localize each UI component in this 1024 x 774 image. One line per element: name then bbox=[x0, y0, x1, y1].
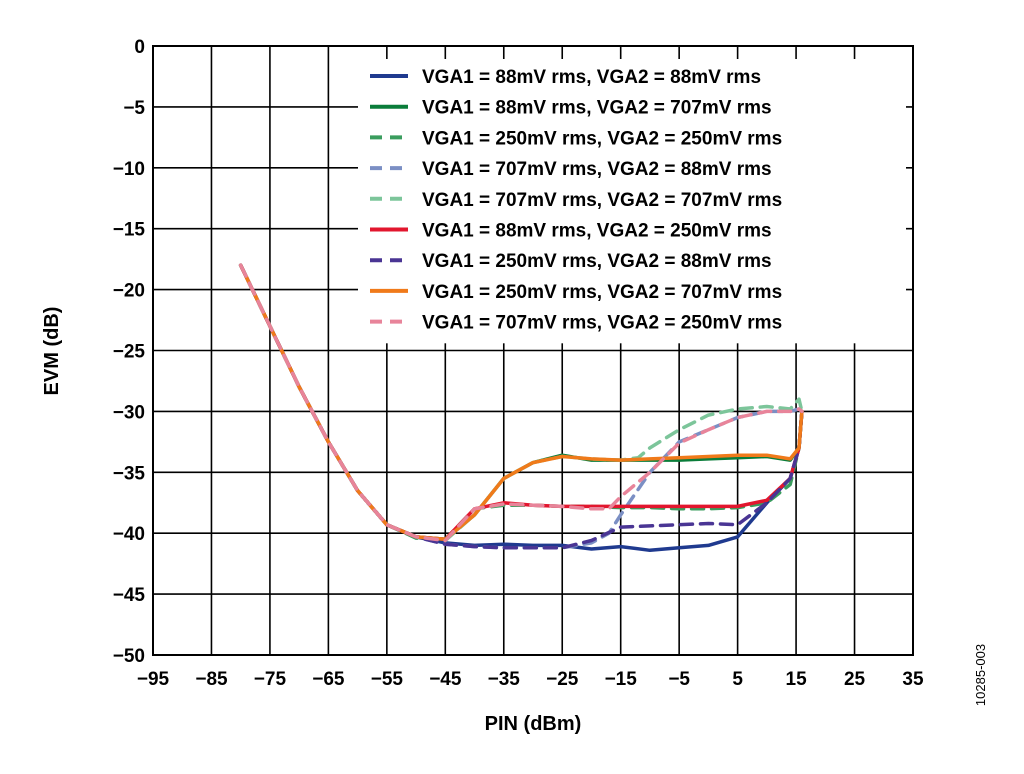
x-tick-label: −95 bbox=[137, 669, 170, 690]
figure-code-label: 10285-003 bbox=[973, 644, 988, 706]
x-tick-label: −45 bbox=[429, 669, 462, 690]
y-tick-label: 0 bbox=[134, 37, 145, 58]
x-axis-title: PIN (dBm) bbox=[485, 713, 582, 735]
y-tick-label: −5 bbox=[123, 98, 145, 119]
legend-entry-label: VGA1 = 707mV rms, VGA2 = 88mV rms bbox=[422, 159, 772, 180]
y-tick-label: −45 bbox=[113, 585, 146, 606]
legend-entry-label: VGA1 = 250mV rms, VGA2 = 250mV rms bbox=[422, 128, 782, 149]
legend-entry-label: VGA1 = 88mV rms, VGA2 = 250mV rms bbox=[422, 221, 772, 242]
x-tick-label: 5 bbox=[732, 669, 743, 690]
x-tick-label: −5 bbox=[668, 669, 690, 690]
legend-entry-label: VGA1 = 250mV rms, VGA2 = 707mV rms bbox=[422, 282, 782, 303]
y-tick-label: −15 bbox=[113, 220, 146, 241]
x-tick-label: 25 bbox=[844, 669, 866, 690]
y-tick-label: −50 bbox=[113, 646, 145, 667]
series-line-9 bbox=[238, 263, 804, 543]
x-tick-label: 35 bbox=[902, 669, 924, 690]
y-tick-label: −40 bbox=[113, 524, 145, 545]
x-tick-label: −55 bbox=[371, 669, 404, 690]
y-tick-label: −35 bbox=[113, 463, 146, 484]
plot-frame bbox=[152, 45, 914, 656]
legend: VGA1 = 88mV rms, VGA2 = 88mV rms VGA1 = 8… bbox=[358, 59, 906, 344]
legend-background bbox=[358, 59, 906, 344]
x-tick-label: −25 bbox=[546, 669, 579, 690]
y-tick-label: −20 bbox=[113, 281, 145, 302]
legend-entry-label: VGA1 = 250mV rms, VGA2 = 88mV rms bbox=[422, 251, 772, 272]
x-tick-label: −35 bbox=[488, 669, 521, 690]
legend-entry-label: VGA1 = 707mV rms, VGA2 = 707mV rms bbox=[422, 190, 782, 211]
legend-entry-label: VGA1 = 88mV rms, VGA2 = 707mV rms bbox=[422, 98, 772, 119]
x-tick-label: −75 bbox=[254, 669, 287, 690]
y-tick-labels: 0 −5 −10 −15 −20 −25 −30 −35 −40 −45 −50 bbox=[113, 37, 146, 667]
y-tick-label: −25 bbox=[113, 342, 146, 363]
y-tick-label: −30 bbox=[113, 402, 145, 423]
y-tick-label: −10 bbox=[113, 159, 145, 180]
plot-series bbox=[238, 263, 804, 553]
x-tick-label: 15 bbox=[786, 669, 808, 690]
legend-entry-label: VGA1 = 88mV rms, VGA2 = 88mV rms bbox=[422, 67, 761, 88]
x-tick-labels: −95 −85 −75 −65 −55 −45 −35 −25 −15 −5 5 15 25 35 bbox=[137, 669, 924, 690]
x-tick-label: −85 bbox=[195, 669, 228, 690]
x-tick-label: −65 bbox=[312, 669, 345, 690]
legend-entry-label: VGA1 = 707mV rms, VGA2 = 250mV rms bbox=[422, 313, 782, 334]
x-tick-label: −15 bbox=[605, 669, 638, 690]
y-axis-title: EVM (dB) bbox=[41, 307, 63, 396]
